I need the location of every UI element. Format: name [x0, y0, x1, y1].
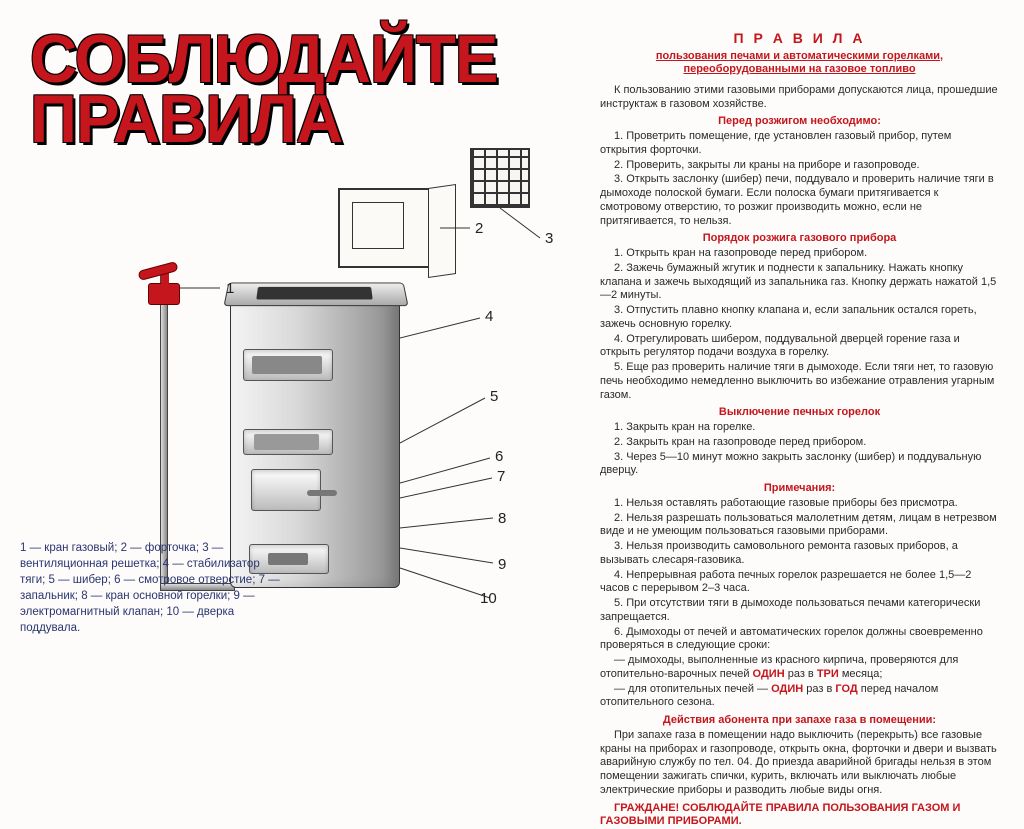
callout-3: 3: [545, 230, 553, 247]
sec4-p8a: — для отопительных печей —: [614, 683, 771, 695]
sec4-p2: 2. Нельзя разрешать пользоваться малолет…: [600, 512, 999, 540]
sec4-p4: 4. Непрерывная работа печных горелок раз…: [600, 569, 999, 597]
sec4-p5: 5. При отсутствии тяги в дымоходе пользо…: [600, 597, 999, 625]
sec1-p2: 2. Проверить, закрыты ли краны на прибор…: [600, 159, 999, 173]
left-column: СОБЛЮДАЙТЕ ПРАВИЛА: [0, 0, 590, 717]
callout-7: 7: [497, 468, 505, 485]
main-title: СОБЛЮДАЙТЕ ПРАВИЛА: [30, 30, 558, 150]
final-warning: ГРАЖДАНЕ! СОБЛЮДАЙТЕ ПРАВИЛА ПОЛЬЗОВАНИЯ…: [600, 802, 999, 829]
sec2-p5: 5. Еще раз проверить наличие тяги в дымо…: [600, 361, 999, 402]
callout-6: 6: [495, 448, 503, 465]
sec2-p1: 1. Открыть кран на газопроводе перед при…: [600, 247, 999, 261]
sec2-p2: 2. Зажечь бумажный жгутик и поднести к з…: [600, 262, 999, 303]
rules-subtitle: пользования печами и автоматическими гор…: [600, 50, 999, 76]
callout-10: 10: [480, 590, 497, 607]
section-5-head: Действия абонента при запахе газа в поме…: [600, 714, 999, 728]
sec1-p3: 3. Открыть заслонку (шибер) печи, поддув…: [600, 173, 999, 228]
sec4-p8c: раз в: [803, 683, 835, 695]
callout-2: 2: [475, 220, 483, 237]
sec3-p1: 1. Закрыть кран на горелке.: [600, 421, 999, 435]
sec4-p7e: месяца;: [839, 668, 883, 680]
sec4-p1: 1. Нельзя оставлять работающие газовые п…: [600, 497, 999, 511]
callout-8: 8: [498, 510, 506, 527]
section-1-head: Перед розжигом необходимо:: [600, 115, 999, 129]
intro-paragraph: К пользованию этими газовыми приборами д…: [600, 84, 999, 112]
callout-1: 1: [226, 280, 234, 297]
diagram-legend: 1 — кран газовый; 2 — форточка; 3 — вент…: [20, 540, 280, 637]
sec4-p7d: ТРИ: [817, 668, 839, 680]
rules-title: П Р А В И Л А: [600, 30, 999, 48]
title-line-2: ПРАВИЛА: [30, 90, 558, 150]
sec2-p4: 4. Отрегулировать шибером, поддувальной …: [600, 333, 999, 361]
sec4-p7: — дымоходы, выполненные из красного кирп…: [600, 654, 999, 682]
sec2-p3: 3. Отпустить плавно кнопку клапана и, ес…: [600, 304, 999, 332]
sec4-p8d: ГОД: [835, 683, 857, 695]
section-2-head: Порядок розжига газового прибора: [600, 232, 999, 246]
sec1-p1: 1. Проветрить помещение, где установлен …: [600, 130, 999, 158]
sec4-p8b: ОДИН: [771, 683, 803, 695]
callout-9: 9: [498, 556, 506, 573]
sec4-p8: — для отопительных печей — ОДИН раз в ГО…: [600, 683, 999, 711]
sec4-p7b: ОДИН: [753, 668, 785, 680]
sec5-p1: При запахе газа в помещении надо выключи…: [600, 729, 999, 798]
sec4-p7c: раз в: [785, 668, 817, 680]
rules-text-column: П Р А В И Л А пользования печами и автом…: [590, 0, 1024, 717]
section-4-head: Примечания:: [600, 482, 999, 496]
sec4-p3: 3. Нельзя производить самовольного ремон…: [600, 540, 999, 568]
poster-page: СОБЛЮДАЙТЕ ПРАВИЛА: [0, 0, 1024, 717]
sec3-p2: 2. Закрыть кран на газопроводе перед при…: [600, 436, 999, 450]
sec4-p6: 6. Дымоходы от печей и автоматических го…: [600, 626, 999, 654]
section-3-head: Выключение печных горелок: [600, 406, 999, 420]
sec3-p3: 3. Через 5—10 минут можно закрыть заслон…: [600, 451, 999, 479]
callout-4: 4: [485, 308, 493, 325]
callout-5: 5: [490, 388, 498, 405]
